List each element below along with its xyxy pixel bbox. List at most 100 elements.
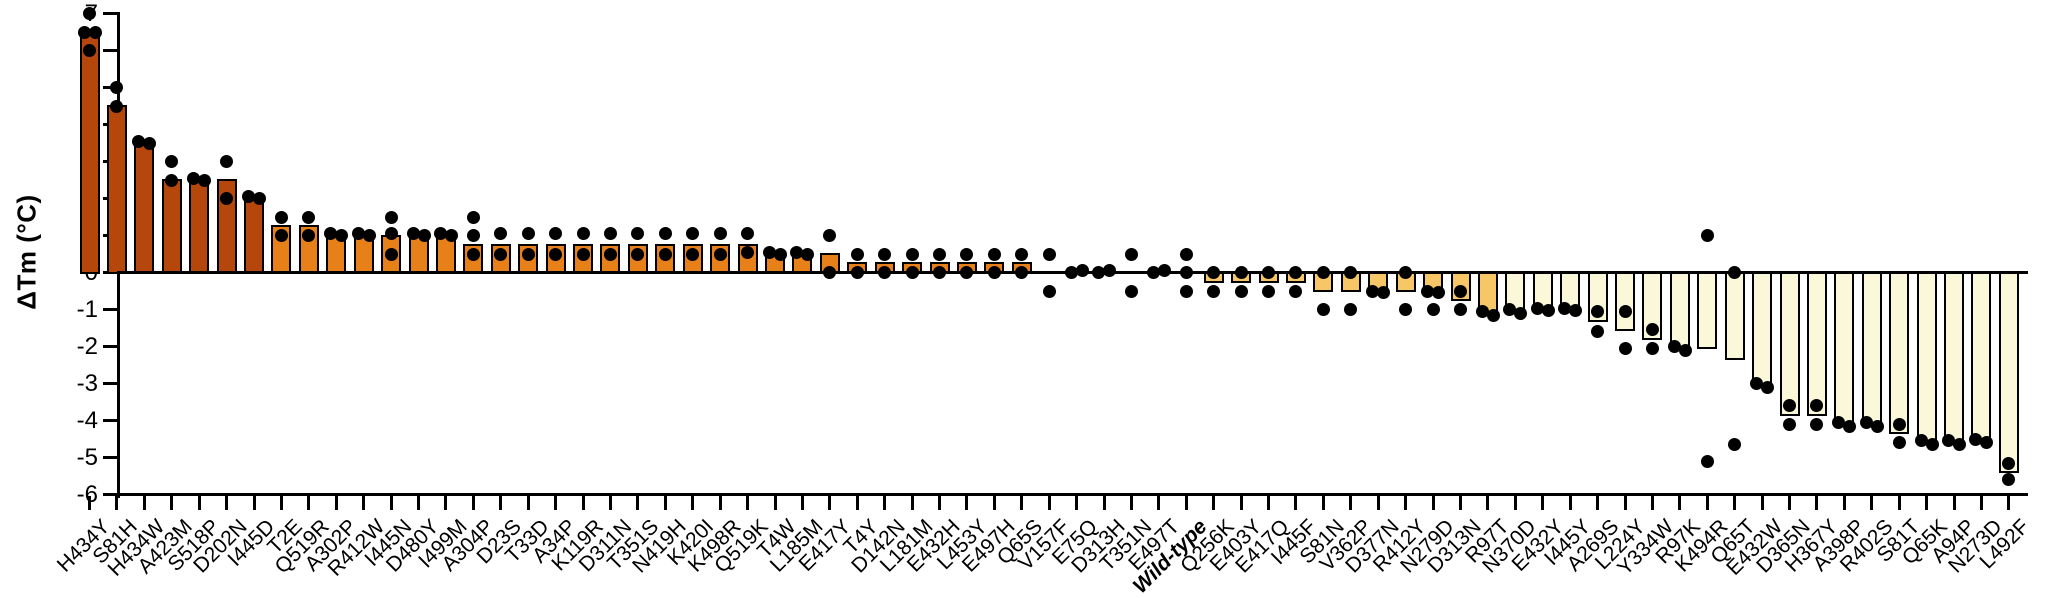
- x-tick: [115, 496, 118, 510]
- data-point: [714, 227, 727, 240]
- data-point: [385, 227, 398, 240]
- x-tick: [1569, 496, 1572, 510]
- x-tick: [883, 496, 886, 510]
- data-point: [83, 7, 96, 20]
- data-point: [253, 192, 266, 205]
- data-point: [659, 248, 672, 261]
- y-tick: [103, 345, 118, 348]
- data-point: [143, 137, 156, 150]
- bar-L492F: [1999, 272, 2019, 474]
- data-point: [851, 248, 864, 261]
- x-tick: [636, 496, 639, 510]
- data-point: [467, 211, 480, 224]
- x-tick: [1486, 496, 1489, 510]
- x-tick: [1103, 496, 1106, 510]
- x-tick: [1157, 496, 1160, 510]
- data-point: [110, 100, 123, 113]
- data-point: [1262, 266, 1275, 279]
- bar-Q65K: [1917, 272, 1937, 444]
- x-tick: [198, 496, 201, 510]
- x-tick: [143, 496, 146, 510]
- data-point: [823, 229, 836, 242]
- data-point: [302, 211, 315, 224]
- data-point: [774, 248, 787, 261]
- x-tick: [965, 496, 968, 510]
- data-point: [1043, 248, 1056, 261]
- data-point: [1980, 436, 1993, 449]
- data-point: [1180, 248, 1193, 261]
- data-point: [165, 155, 178, 168]
- x-tick: [1953, 496, 1956, 510]
- x-tick: [801, 496, 804, 510]
- x-tick: [554, 496, 557, 510]
- x-tick: [1980, 496, 1983, 510]
- data-point: [2002, 457, 2015, 470]
- x-tick: [527, 496, 530, 510]
- data-point: [1893, 436, 1906, 449]
- data-point: [1569, 304, 1582, 317]
- bar-H434Y: [80, 31, 100, 274]
- x-tick: [1651, 496, 1654, 510]
- x-tick: [911, 496, 914, 510]
- data-point: [801, 248, 814, 261]
- x-tick: [362, 496, 365, 510]
- data-point: [577, 248, 590, 261]
- data-point: [1761, 381, 1774, 394]
- x-tick: [774, 496, 777, 510]
- x-tick: [335, 496, 338, 510]
- data-point: [220, 155, 233, 168]
- bar-R402S: [1862, 272, 1882, 426]
- data-point: [1235, 266, 1248, 279]
- bar-A398P: [1834, 272, 1854, 426]
- data-point: [89, 26, 102, 39]
- bar-Q65T: [1725, 272, 1745, 361]
- x-tick: [746, 496, 749, 510]
- data-point: [165, 174, 178, 187]
- data-point: [1843, 420, 1856, 433]
- data-point: [445, 229, 458, 242]
- bar-H434W: [134, 142, 154, 274]
- bar-S518P: [189, 179, 209, 274]
- x-tick: [691, 496, 694, 510]
- x-tick: [1541, 496, 1544, 510]
- x-tick: [1925, 496, 1928, 510]
- data-point: [960, 266, 973, 279]
- x-tick: [1678, 496, 1681, 510]
- data-point: [1810, 418, 1823, 431]
- x-tick: [499, 496, 502, 510]
- data-point: [1591, 305, 1604, 318]
- x-tick: [1349, 496, 1352, 510]
- x-tick: [1596, 496, 1599, 510]
- data-point: [741, 246, 754, 259]
- y-tick-label: -2: [28, 335, 98, 359]
- data-point: [1043, 285, 1056, 298]
- x-tick: [664, 496, 667, 510]
- data-point: [686, 248, 699, 261]
- data-point: [1619, 342, 1632, 355]
- data-point: [1427, 303, 1440, 316]
- x-tick: [1514, 496, 1517, 510]
- data-point: [851, 266, 864, 279]
- x-tick: [170, 496, 173, 510]
- data-point: [1076, 264, 1089, 277]
- x-tick: [1843, 496, 1846, 510]
- x-tick: [856, 496, 859, 510]
- x-tick: [1706, 496, 1709, 510]
- data-point: [1125, 285, 1138, 298]
- bar-I445D: [244, 198, 264, 274]
- data-point: [933, 266, 946, 279]
- data-point: [1235, 285, 1248, 298]
- data-point: [1125, 248, 1138, 261]
- data-point: [2002, 473, 2015, 486]
- data-point: [1103, 264, 1116, 277]
- bar-L224Y: [1615, 272, 1635, 331]
- bar-S81T: [1889, 272, 1909, 435]
- x-tick: [88, 496, 91, 510]
- y-tick-label: -3: [28, 372, 98, 396]
- data-point: [1514, 307, 1527, 320]
- x-tick: [253, 496, 256, 510]
- x-tick: [390, 496, 393, 510]
- x-tick: [1815, 496, 1818, 510]
- data-point: [275, 211, 288, 224]
